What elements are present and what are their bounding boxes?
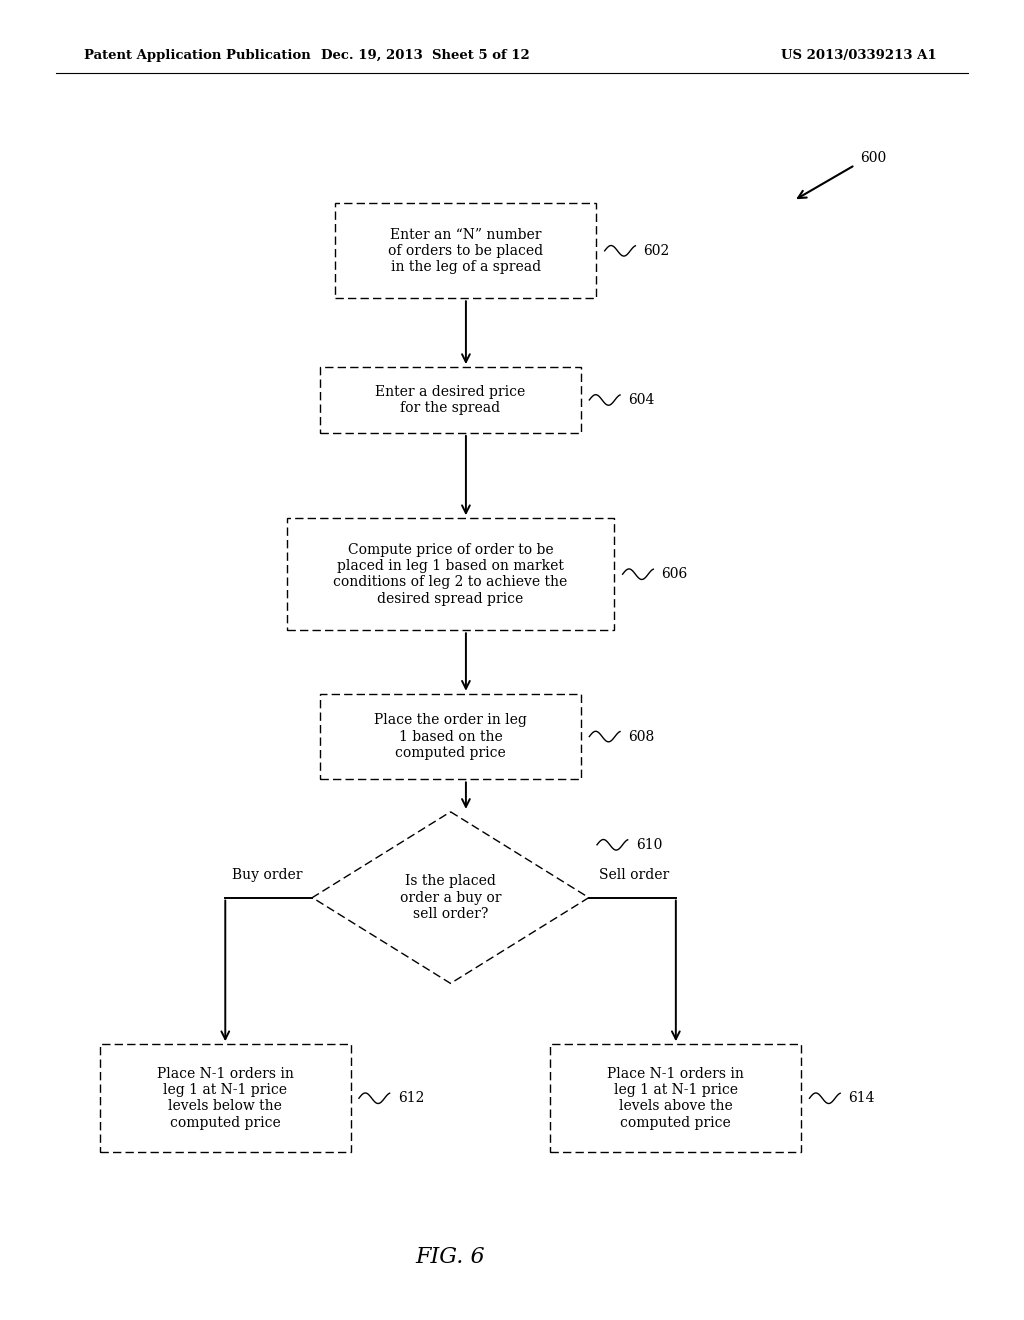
Text: Place N-1 orders in
leg 1 at N-1 price
levels above the
computed price: Place N-1 orders in leg 1 at N-1 price l… [607, 1067, 744, 1130]
Text: Place the order in leg
1 based on the
computed price: Place the order in leg 1 based on the co… [374, 713, 527, 760]
Text: 600: 600 [860, 150, 887, 165]
Text: Sell order: Sell order [599, 867, 670, 882]
Text: US 2013/0339213 A1: US 2013/0339213 A1 [781, 49, 937, 62]
Text: 612: 612 [398, 1092, 424, 1105]
Text: Place N-1 orders in
leg 1 at N-1 price
levels below the
computed price: Place N-1 orders in leg 1 at N-1 price l… [157, 1067, 294, 1130]
Text: Compute price of order to be
placed in leg 1 based on market
conditions of leg 2: Compute price of order to be placed in l… [334, 543, 567, 606]
Text: 602: 602 [644, 244, 670, 257]
FancyBboxPatch shape [319, 367, 582, 433]
Text: Buy order: Buy order [231, 867, 302, 882]
FancyBboxPatch shape [100, 1044, 350, 1152]
Text: 610: 610 [636, 838, 663, 851]
Text: 608: 608 [629, 730, 654, 743]
FancyBboxPatch shape [319, 694, 582, 779]
Text: 606: 606 [662, 568, 688, 581]
Text: Is the placed
order a buy or
sell order?: Is the placed order a buy or sell order? [399, 874, 502, 921]
FancyBboxPatch shape [336, 203, 596, 298]
Text: FIG. 6: FIG. 6 [416, 1246, 485, 1267]
FancyBboxPatch shape [287, 519, 614, 631]
Text: Dec. 19, 2013  Sheet 5 of 12: Dec. 19, 2013 Sheet 5 of 12 [321, 49, 529, 62]
Text: Patent Application Publication: Patent Application Publication [84, 49, 310, 62]
Text: Enter an “N” number
of orders to be placed
in the leg of a spread: Enter an “N” number of orders to be plac… [388, 227, 544, 275]
FancyBboxPatch shape [551, 1044, 802, 1152]
Polygon shape [312, 812, 589, 983]
Text: Enter a desired price
for the spread: Enter a desired price for the spread [376, 385, 525, 414]
Text: 604: 604 [629, 393, 654, 407]
Text: 614: 614 [848, 1092, 874, 1105]
